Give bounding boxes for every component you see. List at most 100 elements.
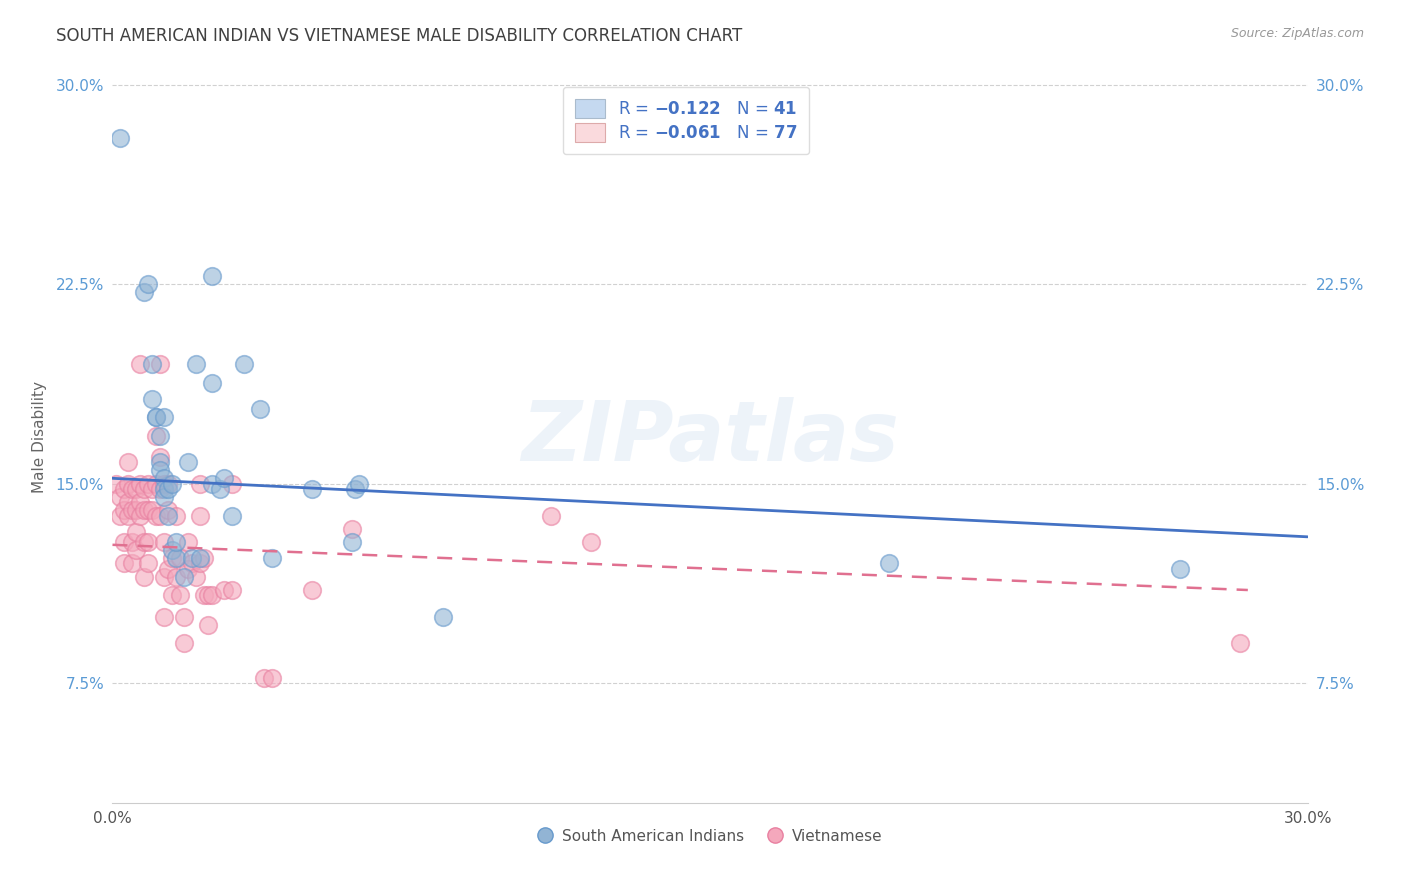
Point (157, 508, 180, 523)
Point (162, 551, 183, 566)
Point (149, 455, 172, 469)
Point (221, 508, 243, 523)
Point (114, 557, 135, 571)
Point (117, 455, 139, 469)
Point (134, 570, 156, 584)
Point (201, 476, 224, 491)
Point (201, 269, 224, 284)
Point (138, 535, 160, 549)
Point (1168, 562, 1191, 576)
Point (197, 617, 219, 632)
Point (201, 588, 224, 602)
Point (110, 490, 132, 504)
Point (432, 609, 454, 624)
Y-axis label: Male Disability: Male Disability (32, 381, 48, 493)
Point (125, 543, 148, 558)
Point (165, 508, 187, 523)
Point (110, 131, 132, 145)
Point (153, 609, 176, 624)
Text: ZIPatlas: ZIPatlas (522, 397, 898, 477)
Point (260, 671, 283, 685)
Point (141, 392, 163, 406)
Point (186, 357, 208, 371)
Point (129, 476, 152, 491)
Point (188, 557, 211, 571)
Point (177, 562, 200, 576)
Point (121, 503, 143, 517)
Point (114, 503, 135, 517)
Point (173, 570, 195, 584)
Point (157, 476, 180, 491)
Point (162, 543, 183, 558)
Point (134, 285, 156, 299)
Point (149, 429, 172, 443)
Point (221, 582, 243, 597)
Point (141, 357, 163, 371)
Point (110, 508, 132, 523)
Point (129, 357, 152, 371)
Point (157, 482, 180, 496)
Point (145, 410, 167, 425)
Point (169, 588, 191, 602)
Point (177, 455, 200, 469)
Point (134, 535, 156, 549)
Point (138, 557, 160, 571)
Point (540, 508, 562, 523)
Point (153, 570, 176, 584)
Point (253, 671, 276, 685)
Legend: South American Indians, Vietnamese: South American Indians, Vietnamese (531, 822, 889, 850)
Point (105, 476, 128, 491)
Text: SOUTH AMERICAN INDIAN VS VIETNAMESE MALE DISABILITY CORRELATION CHART: SOUTH AMERICAN INDIAN VS VIETNAMESE MALE… (56, 27, 742, 45)
Point (134, 503, 156, 517)
Point (162, 588, 183, 602)
Point (181, 551, 204, 566)
Point (153, 482, 176, 496)
Point (141, 503, 163, 517)
Point (301, 582, 323, 597)
Point (1229, 636, 1251, 650)
Point (188, 551, 211, 566)
Point (153, 471, 176, 485)
Point (149, 508, 172, 523)
Point (162, 476, 183, 491)
Point (181, 557, 204, 571)
Point (134, 482, 156, 496)
Point (125, 482, 148, 496)
Point (249, 402, 271, 417)
Point (145, 410, 167, 425)
Point (149, 357, 172, 371)
Point (149, 482, 172, 496)
Point (157, 503, 180, 517)
Point (233, 357, 256, 371)
Point (340, 522, 363, 536)
Point (117, 495, 139, 509)
Point (579, 535, 602, 549)
Point (125, 503, 148, 517)
Point (212, 471, 235, 485)
Point (145, 429, 167, 443)
Point (138, 277, 160, 292)
Point (153, 490, 176, 504)
Point (221, 476, 243, 491)
Point (117, 476, 139, 491)
Point (340, 535, 363, 549)
Point (149, 450, 172, 464)
Point (153, 476, 176, 491)
Point (165, 551, 187, 566)
Point (138, 503, 160, 517)
Point (125, 524, 148, 539)
Point (173, 609, 195, 624)
Point (188, 508, 211, 523)
Point (879, 557, 901, 571)
Point (138, 476, 160, 491)
Point (301, 482, 323, 496)
Point (129, 508, 152, 523)
Point (149, 463, 172, 477)
Point (153, 535, 176, 549)
Point (121, 482, 143, 496)
Point (117, 508, 139, 523)
Point (129, 495, 152, 509)
Point (157, 562, 180, 576)
Point (201, 376, 224, 390)
Point (177, 535, 200, 549)
